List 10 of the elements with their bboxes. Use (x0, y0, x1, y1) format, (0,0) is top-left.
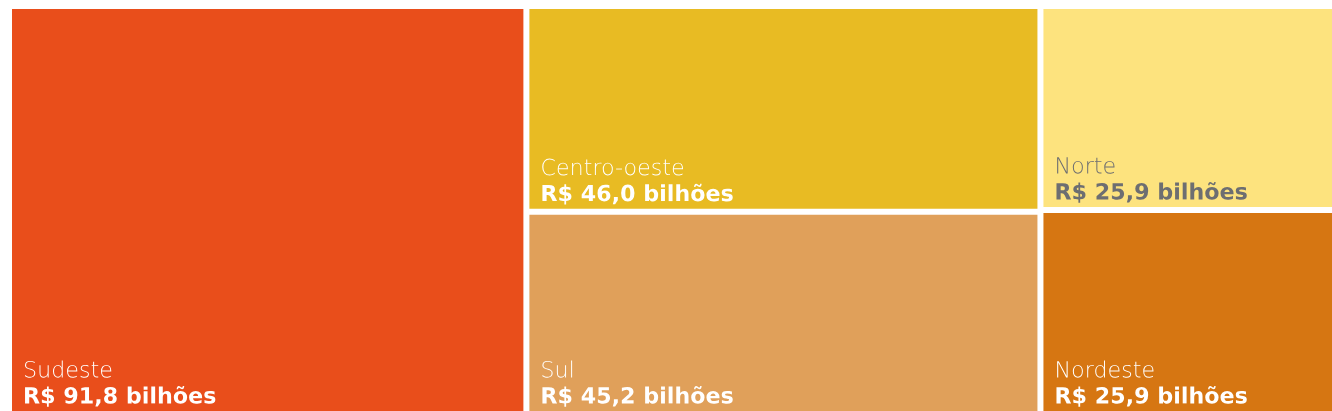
data-label: R$ 45,2 bilhões (542, 386, 733, 407)
category-label: Sudeste (24, 360, 112, 378)
category-label: Centro-oeste (542, 158, 684, 176)
category-label: Nordeste (1057, 360, 1154, 378)
data-label: R$ 25,9 bilhões (1056, 182, 1247, 203)
data-label: R$ 91,8 bilhões (25, 386, 216, 407)
category-label: Sul (542, 360, 573, 378)
category-label: Norte (1057, 157, 1115, 174)
data-label: R$ 25,9 bilhões (1056, 386, 1247, 407)
data-label: R$ 46,0 bilhões (542, 183, 733, 205)
